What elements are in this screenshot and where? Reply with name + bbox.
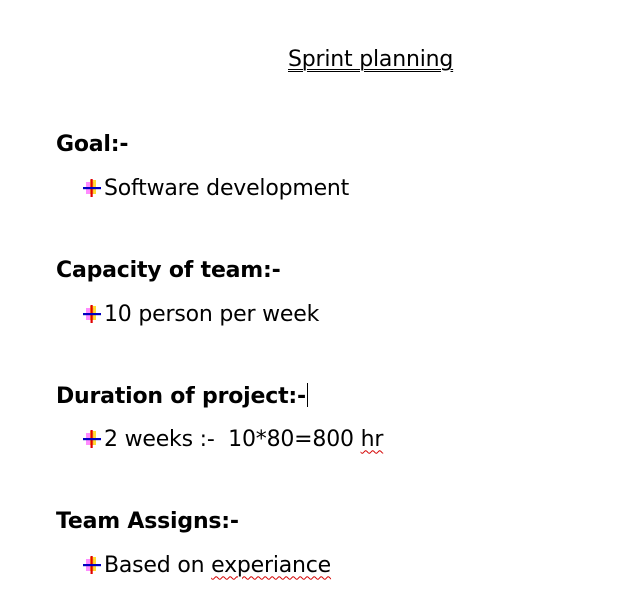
list-item-text: Software development xyxy=(104,175,350,201)
arrow-cross-bullet-icon xyxy=(83,305,101,323)
section-heading-goal: Goal:- xyxy=(56,132,129,157)
section-heading-duration: Duration of project:- xyxy=(56,383,308,409)
arrow-cross-bullet-icon xyxy=(83,556,101,574)
arrow-cross-bullet-icon xyxy=(83,430,101,448)
section-heading-text: Duration of project:- xyxy=(56,384,306,409)
spelling-flagged-word[interactable]: experiance xyxy=(211,552,332,578)
section-heading-capacity: Capacity of team:- xyxy=(56,258,281,283)
list-item-text: 2 weeks :- 10*80=800 xyxy=(104,426,361,452)
spelling-flagged-word[interactable]: hr xyxy=(360,426,384,452)
arrow-cross-bullet-icon xyxy=(83,179,101,197)
list-item: Based on experiance xyxy=(82,552,332,578)
list-item-text: 10 person per week xyxy=(104,301,320,327)
list-item: Software development xyxy=(82,175,350,201)
section-heading-team-assigns: Team Assigns:- xyxy=(56,509,239,534)
list-item: 10 person per week xyxy=(82,301,320,327)
page-title: Sprint planning xyxy=(288,47,454,72)
list-item-text: Based on xyxy=(104,552,212,578)
list-item: 2 weeks :- 10*80=800 hr xyxy=(82,426,384,452)
text-cursor xyxy=(306,383,308,407)
